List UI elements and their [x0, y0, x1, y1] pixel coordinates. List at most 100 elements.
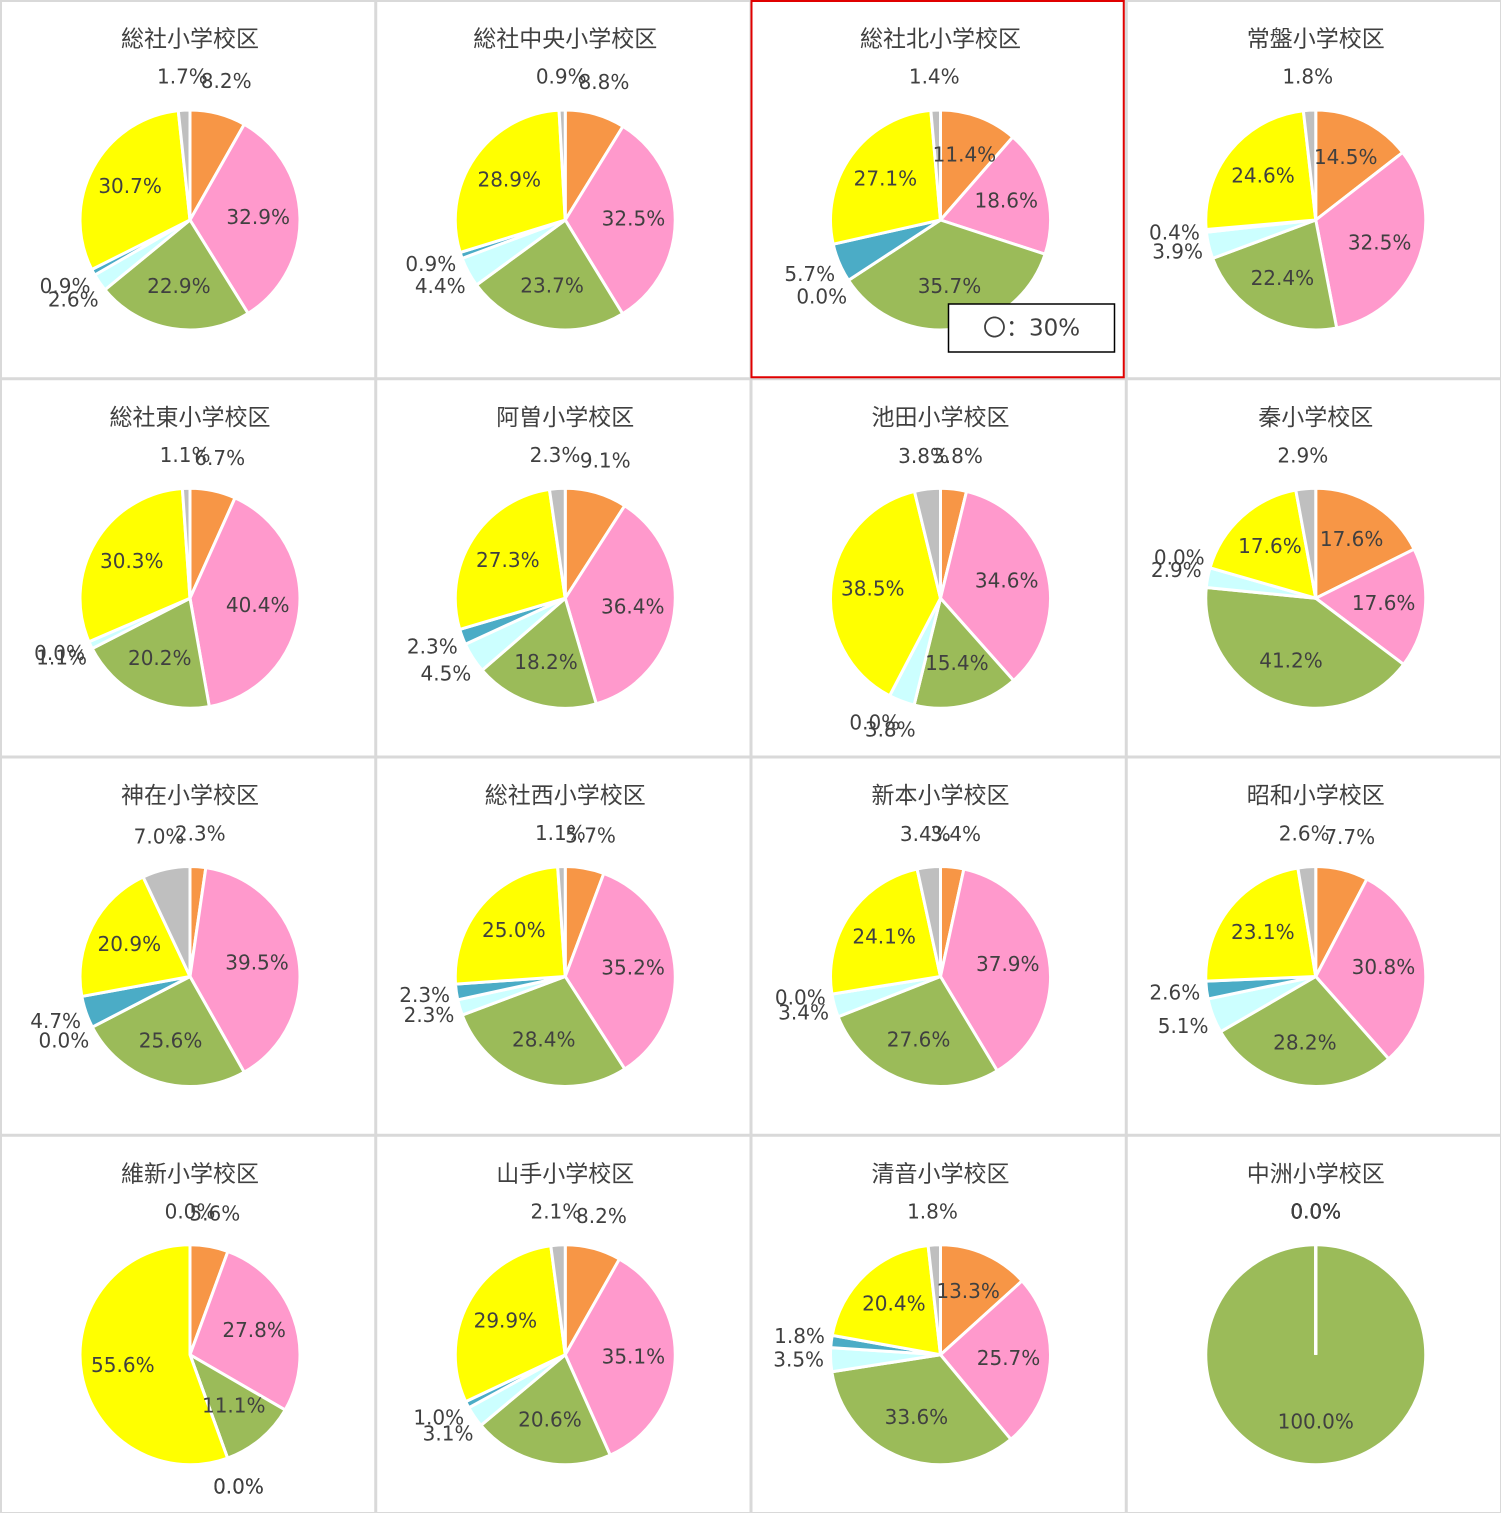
data-label: 4.7% — [30, 1009, 81, 1033]
pie-slice — [1312, 547, 1428, 667]
data-label: 8.2% — [201, 69, 252, 93]
data-label: 25.6% — [139, 1028, 203, 1052]
pie-slice — [1218, 974, 1391, 1088]
data-label: 0.0% — [165, 1199, 216, 1223]
data-label: 28.4% — [512, 1028, 576, 1052]
pie-slice — [188, 495, 302, 709]
data-label: 2.1% — [530, 1200, 581, 1224]
pie-slice — [556, 864, 567, 977]
chart-title: 総社東小学校区 — [110, 405, 271, 431]
chart-title: 山手小学校区 — [496, 1161, 634, 1187]
pie-slice — [460, 974, 627, 1088]
pie-slice — [1294, 486, 1318, 599]
data-label: 5.1% — [1158, 1014, 1209, 1038]
data-label: 2.9% — [1277, 443, 1328, 467]
data-label: 20.6% — [518, 1408, 582, 1432]
chart-title: 総社北小学校区 — [860, 27, 1021, 53]
data-label: 3.9% — [1152, 239, 1203, 263]
pie-slice — [102, 217, 251, 332]
data-label: 0.0% — [1290, 1199, 1341, 1223]
data-label: 0.0% — [1290, 1199, 1341, 1223]
data-label: 20.9% — [98, 932, 162, 956]
data-label: 18.2% — [514, 650, 578, 674]
data-label: 3.5% — [773, 1348, 824, 1372]
pie-slice — [830, 1353, 1013, 1467]
pie-slice — [453, 487, 567, 632]
data-label: 27.8% — [222, 1318, 286, 1342]
pie-slice — [453, 108, 567, 255]
pie-slice — [547, 486, 567, 599]
data-label: 3.8% — [932, 444, 983, 468]
pie-slice — [188, 865, 302, 1075]
chart-title: 中洲小学校区 — [1247, 1161, 1385, 1187]
data-label: 25.0% — [482, 918, 546, 942]
data-label: 0.0% — [1154, 545, 1205, 569]
data-label: 0.0% — [34, 641, 85, 665]
data-label: 35.1% — [602, 1344, 666, 1368]
data-label: 7.7% — [1324, 825, 1375, 849]
data-label: 11.4% — [933, 143, 997, 167]
data-label: 8.2% — [576, 1204, 627, 1228]
pie-slice — [938, 1278, 1052, 1442]
data-label: 23.7% — [520, 273, 584, 297]
pie-slice — [830, 1243, 943, 1357]
pie-slice — [1208, 488, 1318, 601]
data-label: 0.0% — [796, 284, 847, 308]
data-label: 7.0% — [134, 824, 185, 848]
chart-title: 清音小学校区 — [872, 1161, 1010, 1187]
pie-slice — [939, 1243, 1025, 1359]
pie-slice — [180, 486, 192, 599]
pie-slice — [926, 1243, 942, 1355]
pie-slice — [453, 1244, 567, 1404]
data-label: 28.2% — [1273, 1030, 1337, 1054]
data-label: 1.7% — [157, 65, 208, 89]
data-label: 1.8% — [1282, 65, 1333, 89]
pie-slice — [1314, 486, 1417, 601]
data-label: 3.4% — [930, 822, 981, 846]
pie-slice — [557, 108, 567, 221]
chart-title: 常盤小学校区 — [1247, 27, 1385, 53]
data-label: 3.4% — [778, 1001, 829, 1025]
chart-title: 維新小学校区 — [121, 1161, 259, 1187]
pie-slice — [1296, 864, 1318, 977]
data-label: 30.7% — [98, 174, 162, 198]
data-label: 27.6% — [887, 1028, 951, 1052]
data-label: 17.6% — [1320, 527, 1384, 551]
data-label: 23.1% — [1231, 920, 1295, 944]
data-label: 0.0% — [775, 986, 826, 1010]
pie-slice — [549, 1243, 567, 1355]
data-label: 0.4% — [1149, 221, 1200, 245]
data-label: 39.5% — [225, 950, 289, 974]
data-label: 2.9% — [1151, 558, 1202, 582]
data-label: 2.3% — [404, 1003, 455, 1027]
data-label: 36.4% — [601, 594, 665, 618]
pie-slice — [929, 108, 942, 221]
pie-slice — [188, 122, 302, 316]
pie-slice — [90, 595, 212, 710]
data-label: 24.1% — [852, 925, 916, 949]
data-label: 17.6% — [1238, 534, 1302, 558]
data-label: 27.3% — [476, 548, 540, 572]
data-label: 3.8% — [898, 444, 949, 468]
data-label: 0.9% — [405, 252, 456, 276]
pie-slice — [938, 489, 1052, 683]
data-label: 28.9% — [477, 168, 541, 192]
pie-slice — [480, 595, 599, 710]
chart-title: 総社中央小学校区 — [473, 27, 657, 53]
pie-slice — [939, 108, 1015, 225]
data-label: 1.0% — [413, 1406, 464, 1430]
data-label: 9.1% — [580, 449, 631, 473]
data-label: 2.3% — [399, 983, 450, 1007]
data-label: 20.2% — [128, 646, 192, 670]
pie-slice — [563, 503, 677, 706]
pie-slice — [1204, 109, 1318, 232]
pie-slice — [937, 134, 1052, 257]
data-label: 18.6% — [974, 188, 1038, 212]
chart-title: 新本小学校区 — [872, 783, 1010, 809]
data-label: 3.8% — [865, 718, 916, 742]
pie-slice — [829, 489, 943, 698]
data-label: 0.0% — [1290, 1199, 1341, 1223]
data-label: 33.6% — [885, 1405, 949, 1429]
data-label: 5.7% — [565, 823, 616, 847]
